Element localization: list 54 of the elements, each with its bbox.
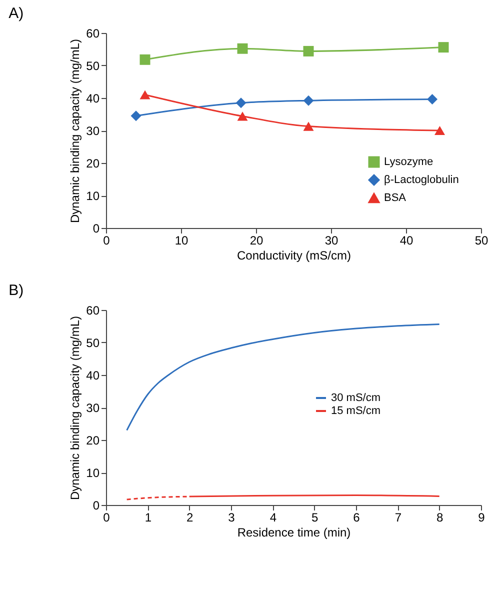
y-tick-label: 30 [86, 401, 100, 415]
x-tick-label: 0 [103, 234, 110, 248]
y-tick-label: 60 [86, 26, 100, 40]
y-axis-title: Dynamic binding capacity (mg/mL) [68, 316, 82, 500]
legend-label: β-Lactoglobulin [384, 174, 459, 186]
x-tick-label: 10 [174, 234, 188, 248]
legend-label: Lysozyme [384, 156, 434, 168]
y-tick-label: 0 [92, 222, 100, 236]
x-tick-label: 8 [436, 510, 444, 524]
y-tick-label: 30 [86, 124, 100, 138]
point [434, 126, 445, 136]
point [130, 110, 142, 122]
x-tick-label: 4 [270, 510, 277, 524]
x-tick-label: 1 [144, 510, 152, 524]
chart-title: A) [8, 5, 24, 22]
y-tick-label: 50 [86, 336, 100, 350]
chart-title: B) [8, 282, 24, 299]
y-axis-title: Dynamic binding capacity (mg/mL) [68, 38, 82, 224]
x-tick-label: 7 [394, 510, 402, 524]
x-tick-label: 50 [474, 234, 488, 248]
y-tick-label: 50 [86, 59, 100, 73]
y-tick-label: 40 [86, 92, 100, 106]
legend-label: 30 mS/cm [331, 392, 381, 404]
y-tick-label: 0 [92, 498, 100, 512]
point [427, 94, 438, 105]
y-tick-label: 10 [86, 466, 100, 480]
point [303, 46, 314, 56]
legend-label: 15 mS/cm [331, 405, 381, 417]
x-tick-label: 9 [478, 510, 486, 524]
line-series [126, 324, 440, 431]
x-axis-title: Conductivity (mS/cm) [236, 248, 352, 262]
point [303, 95, 314, 106]
x-tick-label: 6 [353, 510, 360, 524]
x-tick-label: 0 [103, 510, 110, 524]
x-tick-label: 5 [311, 510, 318, 524]
x-tick-label: 20 [250, 234, 264, 248]
point [303, 122, 314, 131]
y-tick-label: 10 [86, 189, 100, 203]
point [438, 42, 449, 53]
legend-label: BSA [384, 192, 407, 204]
y-tick-label: 40 [86, 368, 100, 382]
y-tick-label: 20 [86, 434, 100, 448]
y-tick-label: 60 [86, 304, 100, 318]
point [140, 90, 150, 100]
x-tick-label: 30 [324, 234, 338, 248]
x-axis-title: Residence time (min) [237, 526, 351, 540]
point [236, 98, 246, 108]
point [237, 43, 248, 54]
point [237, 112, 248, 121]
point [140, 54, 150, 65]
x-tick-label: 40 [400, 234, 414, 248]
x-tick-label: 3 [228, 510, 236, 524]
y-tick-label: 20 [86, 156, 100, 170]
x-tick-label: 2 [186, 510, 194, 524]
